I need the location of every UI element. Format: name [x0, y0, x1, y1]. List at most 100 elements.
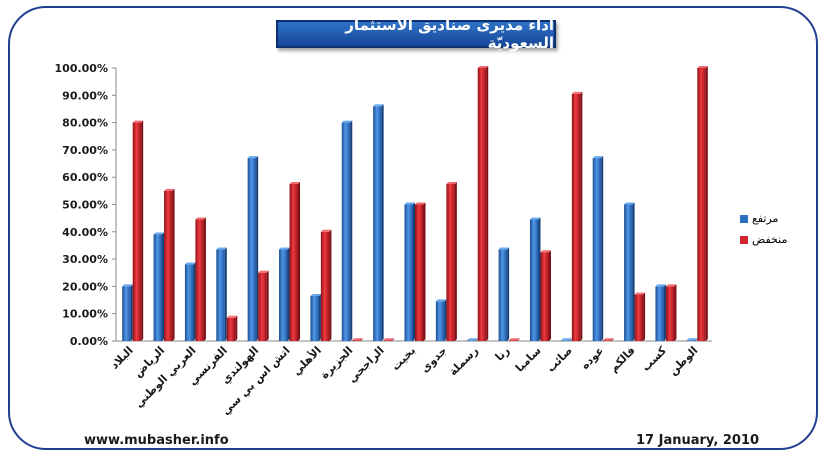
- bar-low: [634, 294, 644, 341]
- bar-low-side: [423, 202, 426, 341]
- bar-high-side: [569, 338, 572, 341]
- bar-low-side: [611, 338, 614, 341]
- bar-high-side: [193, 262, 196, 341]
- bar-high: [529, 219, 539, 341]
- y-tick-label: 20.00%: [62, 280, 108, 293]
- bar-low-side: [172, 188, 175, 341]
- x-tick-label: رسملة: [446, 344, 480, 378]
- bar-high-side: [381, 104, 384, 341]
- bar-high-side: [475, 338, 478, 341]
- bar-low-top: [289, 182, 301, 185]
- bar-high: [624, 204, 633, 341]
- legend-label-low: منخفض: [752, 233, 788, 246]
- bar-low-top: [132, 120, 144, 123]
- bar-high-top: [122, 284, 133, 287]
- bar-low-side: [392, 338, 395, 341]
- bar-high-side: [287, 247, 290, 341]
- bar-high-top: [247, 156, 259, 159]
- bar-low: [415, 204, 424, 341]
- bar-high-side: [350, 120, 353, 341]
- bar-high-side: [413, 202, 415, 341]
- bar-low-side: [674, 284, 677, 341]
- bar-low-side: [266, 270, 269, 341]
- footer-date: 17 January, 2010: [636, 433, 760, 448]
- bar-high-side: [695, 338, 698, 341]
- bar-low-top: [477, 66, 489, 68]
- bar-high: [498, 249, 508, 341]
- y-tick-label: 70.00%: [62, 144, 108, 157]
- bar-low-side: [235, 315, 238, 341]
- bar-high: [216, 249, 225, 341]
- x-tick-label: سامبا: [513, 344, 544, 375]
- bar-high-top: [655, 284, 666, 287]
- bar-low: [697, 68, 706, 341]
- bar-high-top: [153, 232, 165, 235]
- bar-low-top: [603, 338, 614, 341]
- bar-high-top: [279, 247, 290, 250]
- bar-low-top: [383, 338, 395, 341]
- bar-high-side: [663, 284, 666, 341]
- bar-high-top: [529, 217, 541, 220]
- bar-low-top: [195, 217, 206, 220]
- bar-high-top: [216, 247, 227, 250]
- bar-high-top: [310, 293, 321, 296]
- bar-high: [404, 204, 413, 341]
- y-tick-label: 10.00%: [62, 308, 108, 321]
- bar-low-side: [517, 338, 520, 341]
- bar-high-top: [341, 120, 353, 123]
- x-tick-label: البلاد: [108, 344, 136, 372]
- bar-low: [446, 184, 455, 341]
- bar-low-top: [320, 229, 332, 232]
- bar-low-side: [298, 182, 301, 341]
- bar-high: [279, 249, 288, 341]
- bar-low: [226, 317, 236, 341]
- bar-high-top: [467, 338, 478, 341]
- bar-high-top: [686, 338, 698, 341]
- y-tick-label: 50.00%: [62, 199, 108, 212]
- bar-high-top: [404, 202, 415, 205]
- bar-low-top: [509, 338, 520, 341]
- bar-low: [383, 340, 393, 341]
- bar-high-side: [256, 156, 259, 341]
- bar-low: [571, 93, 581, 341]
- y-tick-label: 30.00%: [62, 253, 108, 266]
- bar-high-top: [373, 104, 384, 107]
- bar-low-side: [360, 338, 363, 341]
- bar-low: [540, 252, 549, 341]
- bar-high: [561, 340, 570, 341]
- y-tick-label: 90.00%: [62, 89, 108, 102]
- legend-item-high: مرتفع: [740, 212, 787, 225]
- bar-high-side: [632, 202, 635, 341]
- bar-low: [320, 231, 330, 341]
- bar-high-top: [624, 202, 635, 205]
- x-tick-label: بخيت: [389, 344, 418, 373]
- bar-high-side: [601, 156, 604, 341]
- bar-low-side: [203, 217, 206, 341]
- bar-low-side: [580, 91, 583, 341]
- bar-high-side: [130, 284, 133, 341]
- bar-low: [477, 68, 487, 341]
- bar-low: [603, 340, 612, 341]
- bar-low-side: [705, 66, 708, 341]
- bar-high: [122, 286, 131, 341]
- legend-item-low: منخفض: [740, 233, 787, 246]
- bar-high-top: [592, 156, 604, 159]
- bar-high: [247, 158, 257, 341]
- bar-high: [686, 340, 696, 341]
- bar-high-side: [444, 299, 447, 341]
- bar-low: [195, 219, 204, 341]
- bar-low-top: [164, 188, 175, 191]
- chart-title: اداء مديرى صناديق الاستثمار السعوديّة: [276, 16, 556, 52]
- bar-low-top: [226, 315, 238, 318]
- bar-high: [184, 264, 194, 341]
- y-tick-label: 80.00%: [62, 117, 108, 130]
- bar-low-top: [352, 338, 363, 341]
- bar-high-side: [538, 217, 541, 341]
- bar-low-top: [540, 250, 551, 253]
- x-tick-label: صائب: [544, 344, 575, 375]
- bar-high-top: [561, 338, 572, 341]
- bar-low: [289, 184, 299, 341]
- bar-low: [164, 190, 173, 341]
- bar-low-side: [329, 229, 332, 341]
